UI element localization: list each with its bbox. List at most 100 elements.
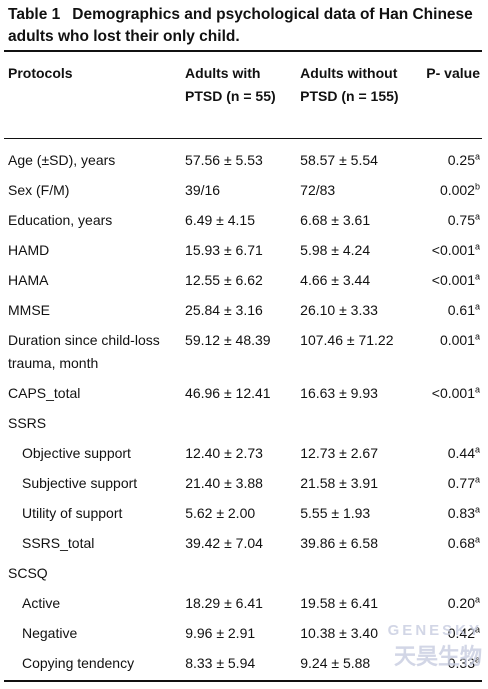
footnote-mark: a: [474, 503, 480, 514]
header-cell: Adults with PTSD (n = 55): [185, 65, 276, 104]
row-label: Subjective support: [22, 474, 138, 491]
p-value-cell: 0.75a: [402, 209, 488, 232]
p-value-cell: <0.001a: [402, 382, 488, 405]
row-label: SSRS: [8, 414, 47, 431]
p-value: <0.001: [431, 241, 475, 258]
row-label: Negative: [22, 624, 78, 641]
rule: [4, 138, 482, 139]
header-cell: Adults without PTSD (n = 155): [300, 65, 399, 104]
footnote-mark: a: [474, 270, 480, 281]
p-value: 0.61: [447, 301, 475, 318]
row-label: Education, years: [8, 211, 113, 228]
row-label: Active: [22, 594, 61, 611]
header-cell: Protocols: [8, 65, 73, 81]
p-value: 0.42: [447, 624, 475, 641]
table-row: Copying tendency 8.33 ± 5.94 9.24 ± 5.88 0.…: [0, 648, 488, 678]
p-value: <0.001: [431, 384, 475, 401]
p-value-cell: 0.61a: [402, 299, 488, 322]
p-value-cell: 0.68a: [402, 532, 488, 555]
footnote-mark: a: [474, 623, 480, 634]
p-value: 0.83: [447, 504, 475, 521]
table-row: SCSQ: [0, 558, 488, 588]
cell: 15.93 ± 6.71: [185, 241, 263, 258]
row-label: Sex (F/M): [8, 181, 70, 198]
cell: 5.98 ± 4.24: [300, 241, 371, 258]
p-value: <0.001: [431, 271, 475, 288]
footnote-mark: a: [474, 533, 480, 544]
cell: 8.33 ± 5.94: [185, 654, 256, 671]
p-value: 0.25: [447, 151, 475, 168]
p-value-cell: <0.001a: [402, 239, 488, 262]
cell: 12.40 ± 2.73: [185, 444, 263, 461]
p-value-cell: 0.83a: [402, 502, 488, 525]
row-label: Utility of support: [22, 504, 123, 521]
cell: 5.55 ± 1.93: [300, 504, 371, 521]
table-row: Subjective support 21.40 ± 3.88 21.58 ± 3.…: [0, 468, 488, 498]
footnote-mark: a: [474, 210, 480, 221]
p-value-cell: <0.001a: [402, 269, 488, 292]
p-value: 0.33: [447, 654, 475, 671]
table-row: HAMA 12.55 ± 6.62 4.66 ± 3.44 <0.001a: [0, 265, 488, 295]
cell: 4.66 ± 3.44: [300, 271, 371, 288]
row-label: SCSQ: [8, 564, 48, 581]
table-row: SSRS_total 39.42 ± 7.04 39.86 ± 6.58 0.68a: [0, 528, 488, 558]
row-label: Copying tendency: [22, 654, 135, 671]
cell: 57.56 ± 5.53: [185, 151, 263, 168]
cell: 39/16: [185, 181, 221, 198]
cell: 26.10 ± 3.33: [300, 301, 378, 318]
p-value: 0.002: [439, 181, 475, 198]
table-row: Education, years 6.49 ± 4.15 6.68 ± 3.61 0.…: [0, 205, 488, 235]
footnote-mark: a: [474, 300, 480, 311]
cell: 12.55 ± 6.62: [185, 271, 263, 288]
table-row: Duration since child-loss trauma, month 5…: [0, 325, 488, 378]
p-value-cell: 0.44a: [402, 442, 488, 465]
cell: 39.86 ± 6.58: [300, 534, 378, 551]
table-row: SSRS: [0, 408, 488, 438]
p-value: 0.75: [447, 211, 475, 228]
cell: 46.96 ± 12.41: [185, 384, 271, 401]
cell: 16.63 ± 9.93: [300, 384, 378, 401]
p-value: 0.001: [439, 331, 475, 348]
watermark-brand: GENESKY: [387, 622, 482, 639]
footnote-mark: a: [474, 443, 480, 454]
footnote-mark: a: [474, 240, 480, 251]
cell: 59.12 ± 48.39: [185, 331, 271, 348]
caption: Table 1: [8, 6, 61, 23]
footnote-mark: a: [474, 593, 480, 604]
table-row: Age (±SD), years 57.56 ± 5.53 58.57 ± 5.54…: [0, 145, 488, 175]
cell: 10.38 ± 3.40: [300, 624, 378, 641]
p-value-cell: 0.77a: [402, 472, 488, 495]
table-row: Active 18.29 ± 6.41 19.58 ± 6.41 0.20a: [0, 588, 488, 618]
cell: 6.68 ± 3.61: [300, 211, 371, 228]
cell: 12.73 ± 2.67: [300, 444, 378, 461]
row-label: Duration since child-loss trauma, month: [8, 331, 160, 371]
cell: 19.58 ± 6.41: [300, 594, 378, 611]
p-value-cell: 0.33a: [402, 652, 488, 675]
footnote-mark: a: [474, 383, 480, 394]
footnote-mark: b: [474, 180, 480, 191]
cell: 9.24 ± 5.88: [300, 654, 371, 671]
table-row: HAMD 15.93 ± 6.71 5.98 ± 4.24 <0.001a: [0, 235, 488, 265]
watermark-name: 天昊生物: [393, 644, 482, 669]
p-value-cell: 0.20a: [402, 592, 488, 615]
row-label: HAMA: [8, 271, 49, 288]
row-label: Age (±SD), years: [8, 151, 116, 168]
footnote-mark: a: [474, 150, 480, 161]
cell: 6.49 ± 4.15: [185, 211, 255, 228]
row-label: CAPS_total: [8, 384, 81, 401]
cell: 5.62 ± 2.00: [185, 504, 256, 521]
p-value-cell: 0.001a: [402, 329, 488, 375]
row-label: SSRS_total: [22, 534, 95, 551]
row-label: MMSE: [8, 301, 50, 318]
footnote-mark: a: [474, 653, 480, 664]
rule: [4, 680, 482, 682]
cell: 21.40 ± 3.88: [185, 474, 263, 491]
p-value-cell: 0.25a: [402, 149, 488, 172]
p-value: 0.20: [447, 594, 475, 611]
cell: 72/83: [300, 181, 336, 198]
cell: 18.29 ± 6.41: [185, 594, 263, 611]
cell: 9.96 ± 2.91: [185, 624, 256, 641]
p-value: 0.68: [447, 534, 475, 551]
p-value-cell: 0.42a: [402, 622, 488, 645]
